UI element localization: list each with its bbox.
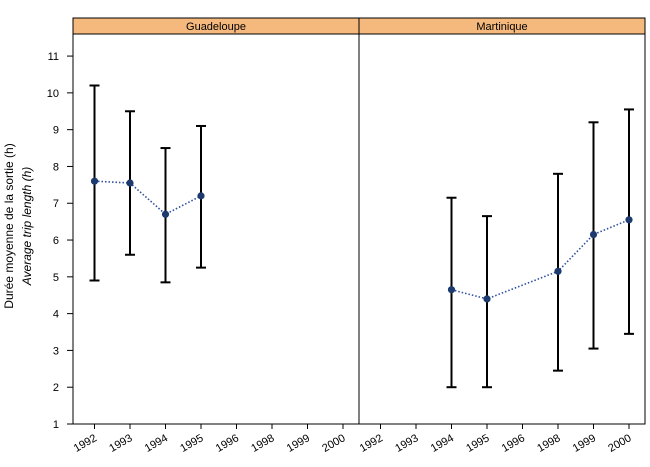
y-tick-label: 1: [53, 419, 59, 431]
x-tick-label: 1994: [429, 432, 456, 455]
panel-strip-label: Martinique: [476, 21, 527, 33]
data-point: [90, 177, 99, 185]
panel-martinique: Martinique 1992 1993 1994 1995 1996 1998 1999 20…: [358, 17, 646, 455]
panel-frame: [358, 33, 646, 425]
x-tick-label: 1995: [464, 432, 491, 455]
x-tick-label: 1996: [214, 432, 241, 455]
x-tick-label: 2000: [320, 432, 347, 455]
y-tick-label: 11: [48, 51, 59, 63]
y-axis-label-en: Average trip length (h): [20, 167, 34, 287]
data-point: [589, 230, 598, 239]
panel-guadeloupe: Guadeloupe 1992 1993 1994 1995 1996 1998 1999 20…: [72, 17, 360, 455]
y-axis-titles: Durée moyenne de la sortie (h) Average t…: [2, 143, 34, 308]
x-tick-label: 1992: [358, 432, 385, 455]
panel-strip-label: Guadeloupe: [186, 21, 246, 33]
y-tick-label: 9: [53, 125, 59, 137]
data-point: [197, 192, 205, 200]
data-point: [483, 295, 491, 303]
data-point: [161, 210, 170, 218]
data-point: [625, 216, 633, 224]
data-point: [554, 267, 562, 275]
x-tick-label: 1998: [249, 432, 276, 455]
y-axis: 1 2 3 4 5 6 7 8 9 10 11: [47, 51, 73, 431]
x-tick-label: 2000: [606, 432, 633, 455]
x-tick-label: 1992: [72, 432, 99, 455]
data-point: [126, 179, 134, 187]
y-tick-label: 6: [53, 235, 59, 247]
panels: Guadeloupe 1992 1993 1994 1995 1996 1998 1999 20…: [72, 17, 646, 455]
x-tick-label: 1998: [535, 432, 562, 455]
y-tick-label: 2: [53, 382, 59, 394]
series-line: [451, 219, 630, 300]
y-axis-label-fr: Durée moyenne de la sortie (h): [2, 143, 16, 308]
series-line: [94, 180, 202, 216]
x-tick-label: 1999: [571, 432, 598, 455]
y-tick-label: 8: [53, 161, 59, 173]
x-tick-label: 1996: [500, 432, 527, 455]
y-tick-label: 5: [53, 272, 59, 284]
data-point: [447, 286, 456, 294]
x-tick-label: 1993: [107, 432, 134, 455]
panel-frame: [72, 33, 360, 425]
y-tick-label: 7: [53, 198, 59, 210]
x-tick-label: 1994: [143, 432, 170, 455]
x-tick-label: 1999: [285, 432, 312, 455]
y-tick-label: 4: [53, 309, 59, 321]
y-tick-label: 10: [47, 88, 59, 100]
x-tick-label: 1995: [178, 432, 205, 455]
y-tick-label: 3: [53, 345, 59, 357]
x-tick-label: 1993: [393, 432, 420, 455]
